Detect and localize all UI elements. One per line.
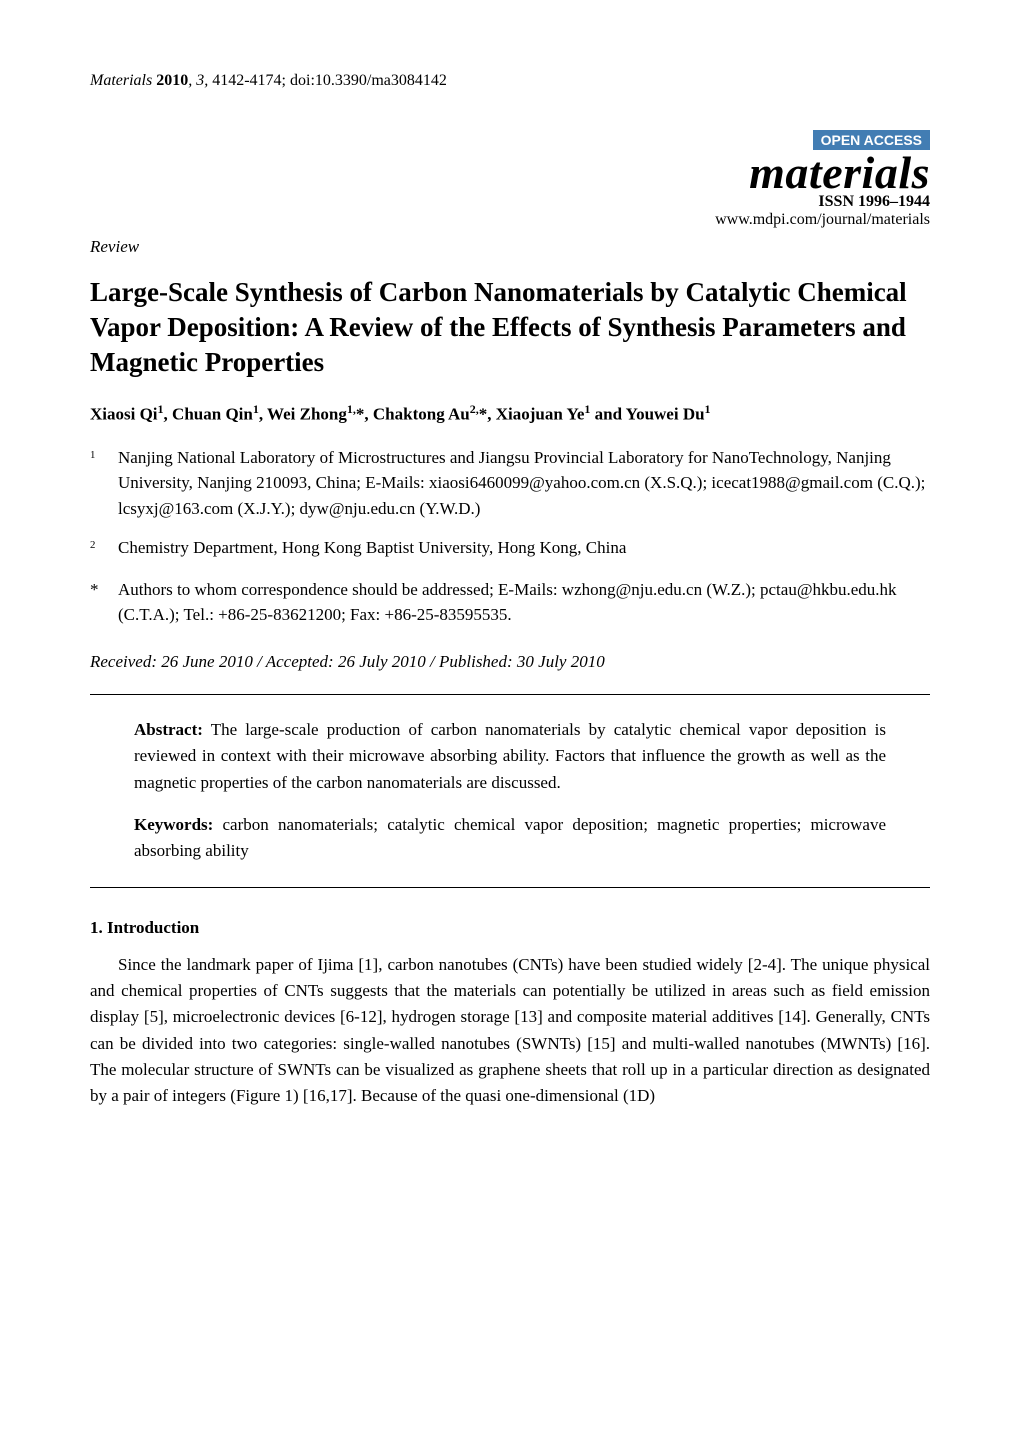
correspondence-text: Authors to whom correspondence should be…: [118, 577, 930, 628]
article-type: Review: [90, 237, 930, 257]
body-paragraph: Since the landmark paper of Ijima [1], c…: [90, 952, 930, 1110]
keywords-paragraph: Keywords: carbon nanomaterials; catalyti…: [134, 812, 886, 865]
section-heading: 1. Introduction: [90, 918, 930, 938]
author-star: *: [479, 405, 488, 424]
affiliation-number: 2: [90, 535, 118, 561]
history-dates: Received: 26 June 2010 / Accepted: 26 Ju…: [90, 652, 930, 672]
header-pages: 4142-4174: [212, 72, 281, 89]
journal-name: materials: [90, 146, 930, 199]
horizontal-rule: [90, 694, 930, 695]
header-volume: 3: [196, 72, 204, 89]
keywords-text: carbon nanomaterials; catalytic chemical…: [134, 815, 886, 860]
author-name: Youwei Du: [626, 405, 705, 424]
author-name: Wei Zhong: [267, 405, 347, 424]
author-name: Chaktong Au: [373, 405, 470, 424]
affiliation: 1 Nanjing National Laboratory of Microst…: [90, 445, 930, 522]
horizontal-rule: [90, 887, 930, 888]
journal-url: www.mdpi.com/journal/materials: [90, 211, 930, 229]
abstract-text: The large-scale production of carbon nan…: [134, 720, 886, 792]
affiliation: 2 Chemistry Department, Hong Kong Baptis…: [90, 535, 930, 561]
affiliation-number: 1: [90, 445, 118, 522]
page-container: Materials 2010, 3, 4142-4174; doi:10.339…: [0, 0, 1020, 1170]
keywords-label: Keywords:: [134, 815, 213, 834]
abstract-label: Abstract:: [134, 720, 203, 739]
author-aff: 1,: [347, 402, 356, 416]
authors-line: Xiaosi Qi1, Chuan Qin1, Wei Zhong1,*, Ch…: [90, 402, 930, 425]
correspondence-mark: *: [90, 577, 118, 628]
affiliations-block: 1 Nanjing National Laboratory of Microst…: [90, 445, 930, 561]
author-name: Xiaosi Qi: [90, 405, 158, 424]
journal-abbrev: Materials: [90, 72, 152, 89]
author-name: Xiaojuan Ye: [496, 405, 585, 424]
article-title: Large-Scale Synthesis of Carbon Nanomate…: [90, 275, 930, 380]
affiliation-text: Chemistry Department, Hong Kong Baptist …: [118, 535, 930, 561]
correspondence-block: * Authors to whom correspondence should …: [90, 577, 930, 628]
abstract-block: Abstract: The large-scale production of …: [90, 717, 930, 865]
header-doi: doi:10.3390/ma3084142: [290, 72, 447, 89]
header-year: 2010: [156, 72, 188, 89]
affiliation-text: Nanjing National Laboratory of Microstru…: [118, 445, 930, 522]
running-head: Materials 2010, 3, 4142-4174; doi:10.339…: [90, 72, 930, 90]
author-aff: 1: [705, 402, 711, 416]
abstract-paragraph: Abstract: The large-scale production of …: [134, 717, 886, 796]
author-aff: 2,: [470, 402, 479, 416]
author-name: Chuan Qin: [172, 405, 253, 424]
